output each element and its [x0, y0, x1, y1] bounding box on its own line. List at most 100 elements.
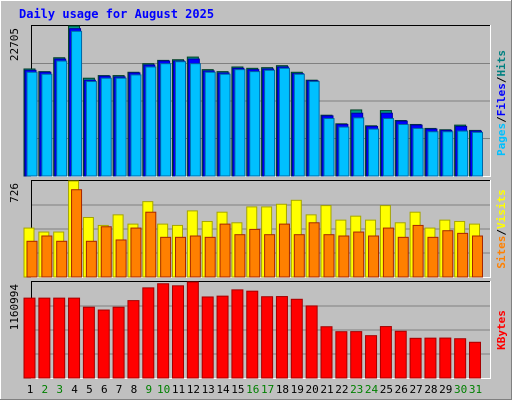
day-label-22: 22: [335, 383, 348, 396]
day-label-10: 10: [157, 383, 170, 396]
bar-sites-day-15: [234, 234, 246, 278]
day-label-31: 31: [469, 383, 482, 396]
bar-sites-day-6: [100, 226, 112, 278]
bar-kbytes-day-30: [454, 338, 467, 379]
bar-kbytes-day-22: [335, 331, 348, 379]
bar-pages-day-17: [264, 69, 276, 177]
bar-pages-day-15: [234, 69, 246, 177]
legend-part-slash: /: [495, 76, 508, 83]
bar-pages-day-3: [56, 60, 68, 177]
bar-sites-day-21: [323, 234, 335, 278]
bar-kbytes-day-7: [112, 306, 125, 379]
legend-label-hits-files-pages: Pages/Files/Hits: [495, 50, 508, 156]
bar-sites-day-5: [85, 240, 97, 278]
day-label-18: 18: [276, 383, 289, 396]
legend-part-hits: Hits: [495, 50, 508, 77]
bar-sites-day-25: [382, 227, 394, 278]
bar-sites-day-12: [189, 235, 201, 278]
bar-pages-day-18: [278, 67, 290, 177]
bar-kbytes-day-4: [68, 297, 81, 379]
bar-sites-day-31: [472, 235, 483, 278]
bar-pages-day-11: [175, 61, 186, 177]
bar-pages-day-19: [293, 73, 305, 177]
bar-pages-day-31: [472, 131, 483, 177]
bar-pages-day-2: [41, 73, 53, 177]
legend-part-visits: Visits: [495, 189, 508, 229]
bar-pages-day-14: [219, 73, 231, 177]
day-label-30: 30: [454, 383, 467, 396]
bar-pages-day-23: [353, 117, 365, 177]
bar-pages-day-12: [189, 63, 201, 177]
bar-pages-day-28: [427, 131, 439, 177]
bar-pages-day-16: [249, 71, 261, 177]
day-label-13: 13: [202, 383, 215, 396]
bar-sites-day-3: [56, 240, 68, 278]
bar-kbytes-day-31: [469, 341, 481, 379]
bar-kbytes-day-21: [320, 326, 333, 379]
bar-kbytes-day-15: [231, 289, 244, 379]
bar-sites-day-20: [308, 222, 320, 278]
bar-kbytes-day-19: [290, 298, 303, 379]
day-label-26: 26: [395, 383, 408, 396]
day-label-28: 28: [424, 383, 437, 396]
bar-sites-day-18: [278, 223, 290, 278]
bar-kbytes-day-23: [350, 331, 363, 379]
legend-label-visits-sites: Sites/Visits: [495, 189, 508, 269]
bar-sites-day-23: [353, 231, 365, 278]
day-label-19: 19: [291, 383, 304, 396]
bar-pages-day-26: [397, 123, 409, 177]
bar-pages-day-6: [100, 77, 112, 177]
bar-kbytes-day-6: [97, 309, 110, 379]
bar-kbytes-day-18: [275, 296, 288, 379]
day-label-27: 27: [409, 383, 422, 396]
bar-kbytes-day-28: [424, 337, 437, 379]
bar-sites-day-24: [368, 235, 380, 278]
day-label-2: 2: [42, 383, 49, 396]
bar-kbytes-day-13: [201, 296, 214, 379]
bar-sites-day-29: [442, 230, 454, 278]
day-label-14: 14: [216, 383, 230, 396]
bar-kbytes-day-1: [23, 297, 36, 379]
bar-pages-day-24: [368, 128, 380, 177]
bar-pages-day-13: [204, 71, 216, 177]
day-label-1: 1: [27, 383, 34, 396]
day-label-15: 15: [231, 383, 244, 396]
day-label-3: 3: [56, 383, 63, 396]
bar-sites-day-4: [71, 189, 83, 278]
bar-kbytes-day-9: [142, 287, 155, 379]
bar-kbytes-day-11: [172, 285, 184, 379]
bar-sites-day-30: [457, 232, 469, 278]
day-label-6: 6: [101, 383, 108, 396]
day-label-29: 29: [439, 383, 452, 396]
day-label-20: 20: [306, 383, 319, 396]
bar-pages-day-20: [308, 81, 320, 177]
bar-sites-day-10: [160, 236, 172, 278]
day-label-17: 17: [261, 383, 274, 396]
bar-pages-day-30: [457, 130, 469, 177]
bar-kbytes-day-14: [216, 295, 229, 379]
day-label-5: 5: [86, 383, 93, 396]
bar-kbytes-day-29: [439, 337, 452, 379]
legend-part-pages: Pages: [495, 123, 508, 156]
ymax-label-kbytes: 1160994: [8, 284, 21, 331]
bar-kbytes-day-3: [53, 297, 66, 379]
day-label-16: 16: [246, 383, 259, 396]
bar-kbytes-day-10: [157, 283, 170, 379]
bar-sites-day-7: [115, 239, 127, 278]
legend-part-kbytes: KBytes: [495, 310, 508, 350]
bar-sites-day-22: [338, 235, 350, 278]
bar-kbytes-day-17: [261, 296, 274, 379]
day-label-9: 9: [145, 383, 152, 396]
chart-title: Daily usage for August 2025: [19, 7, 214, 21]
day-label-8: 8: [131, 383, 138, 396]
bar-pages-day-1: [26, 71, 38, 177]
bar-sites-day-9: [145, 211, 157, 278]
bar-kbytes-day-12: [186, 281, 199, 379]
day-label-24: 24: [365, 383, 379, 396]
legend-label-kbytes: KBytes: [495, 310, 508, 350]
bar-sites-day-11: [175, 236, 186, 278]
bar-sites-day-1: [26, 240, 38, 278]
bar-sites-day-19: [293, 234, 305, 278]
bar-pages-day-4: [71, 30, 83, 177]
